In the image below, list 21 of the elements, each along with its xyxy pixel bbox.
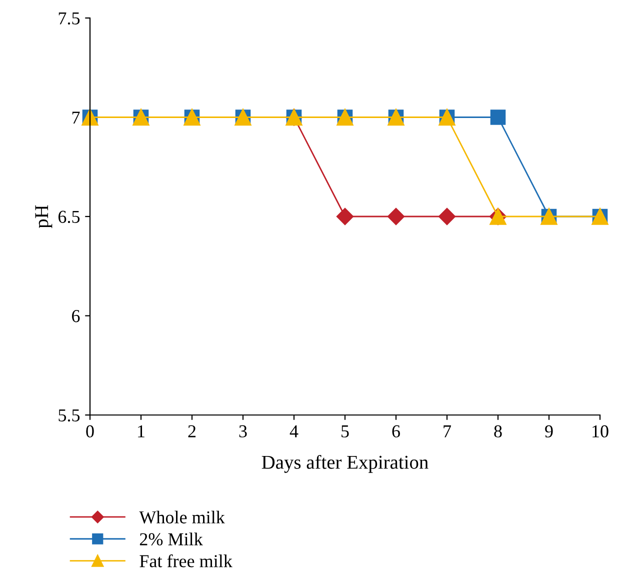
y-tick-label: 5.5 [58, 409, 80, 422]
y-tick-label: 6 [72, 310, 80, 322]
x-axis-title: Days after Expiration [262, 454, 428, 473]
x-tick-label: 1 [138, 425, 144, 438]
y-tick-label: 6.5 [58, 210, 80, 224]
x-tick-label: 9 [545, 425, 553, 438]
x-tick-label: 10 [592, 425, 608, 438]
x-tick-label: 8 [494, 425, 502, 438]
x-tick-label: 0 [86, 425, 94, 438]
x-tick-label: 7 [444, 425, 451, 438]
y-axis-title: pH [35, 205, 52, 228]
y-tick-label: 7.5 [58, 12, 80, 25]
legend-label: Fat free milk [140, 554, 232, 568]
legend-label: 2% Milk [140, 532, 203, 546]
legend-label: Whole milk [139, 510, 225, 524]
x-tick-label: 5 [342, 425, 349, 438]
x-tick-label: 3 [239, 425, 247, 438]
x-tick-label: 2 [188, 425, 196, 438]
x-tick-label: 6 [392, 425, 400, 438]
y-tick-label: 7 [72, 112, 80, 124]
x-tick-label: 4 [290, 425, 298, 438]
